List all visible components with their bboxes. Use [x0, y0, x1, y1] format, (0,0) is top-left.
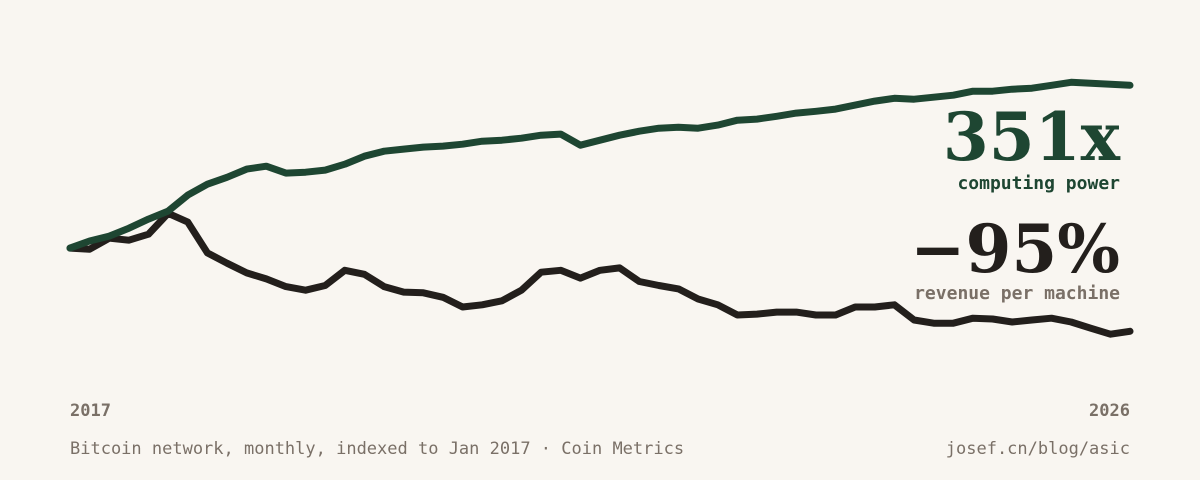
- end-label: 351x: [943, 98, 1121, 176]
- series-line: [66, 209, 1134, 338]
- url: josef.cn/blog/asic: [946, 439, 1130, 459]
- x-tick-label: 2026: [1089, 401, 1130, 421]
- end-label: −95%: [910, 210, 1120, 288]
- legend-label: revenue per machine: [914, 283, 1120, 304]
- source-note: Bitcoin network, monthly, indexed to Jan…: [70, 439, 684, 459]
- x-tick-label: 2017: [70, 401, 111, 421]
- series-line: [66, 78, 1134, 252]
- legend-label: computing power: [957, 173, 1120, 194]
